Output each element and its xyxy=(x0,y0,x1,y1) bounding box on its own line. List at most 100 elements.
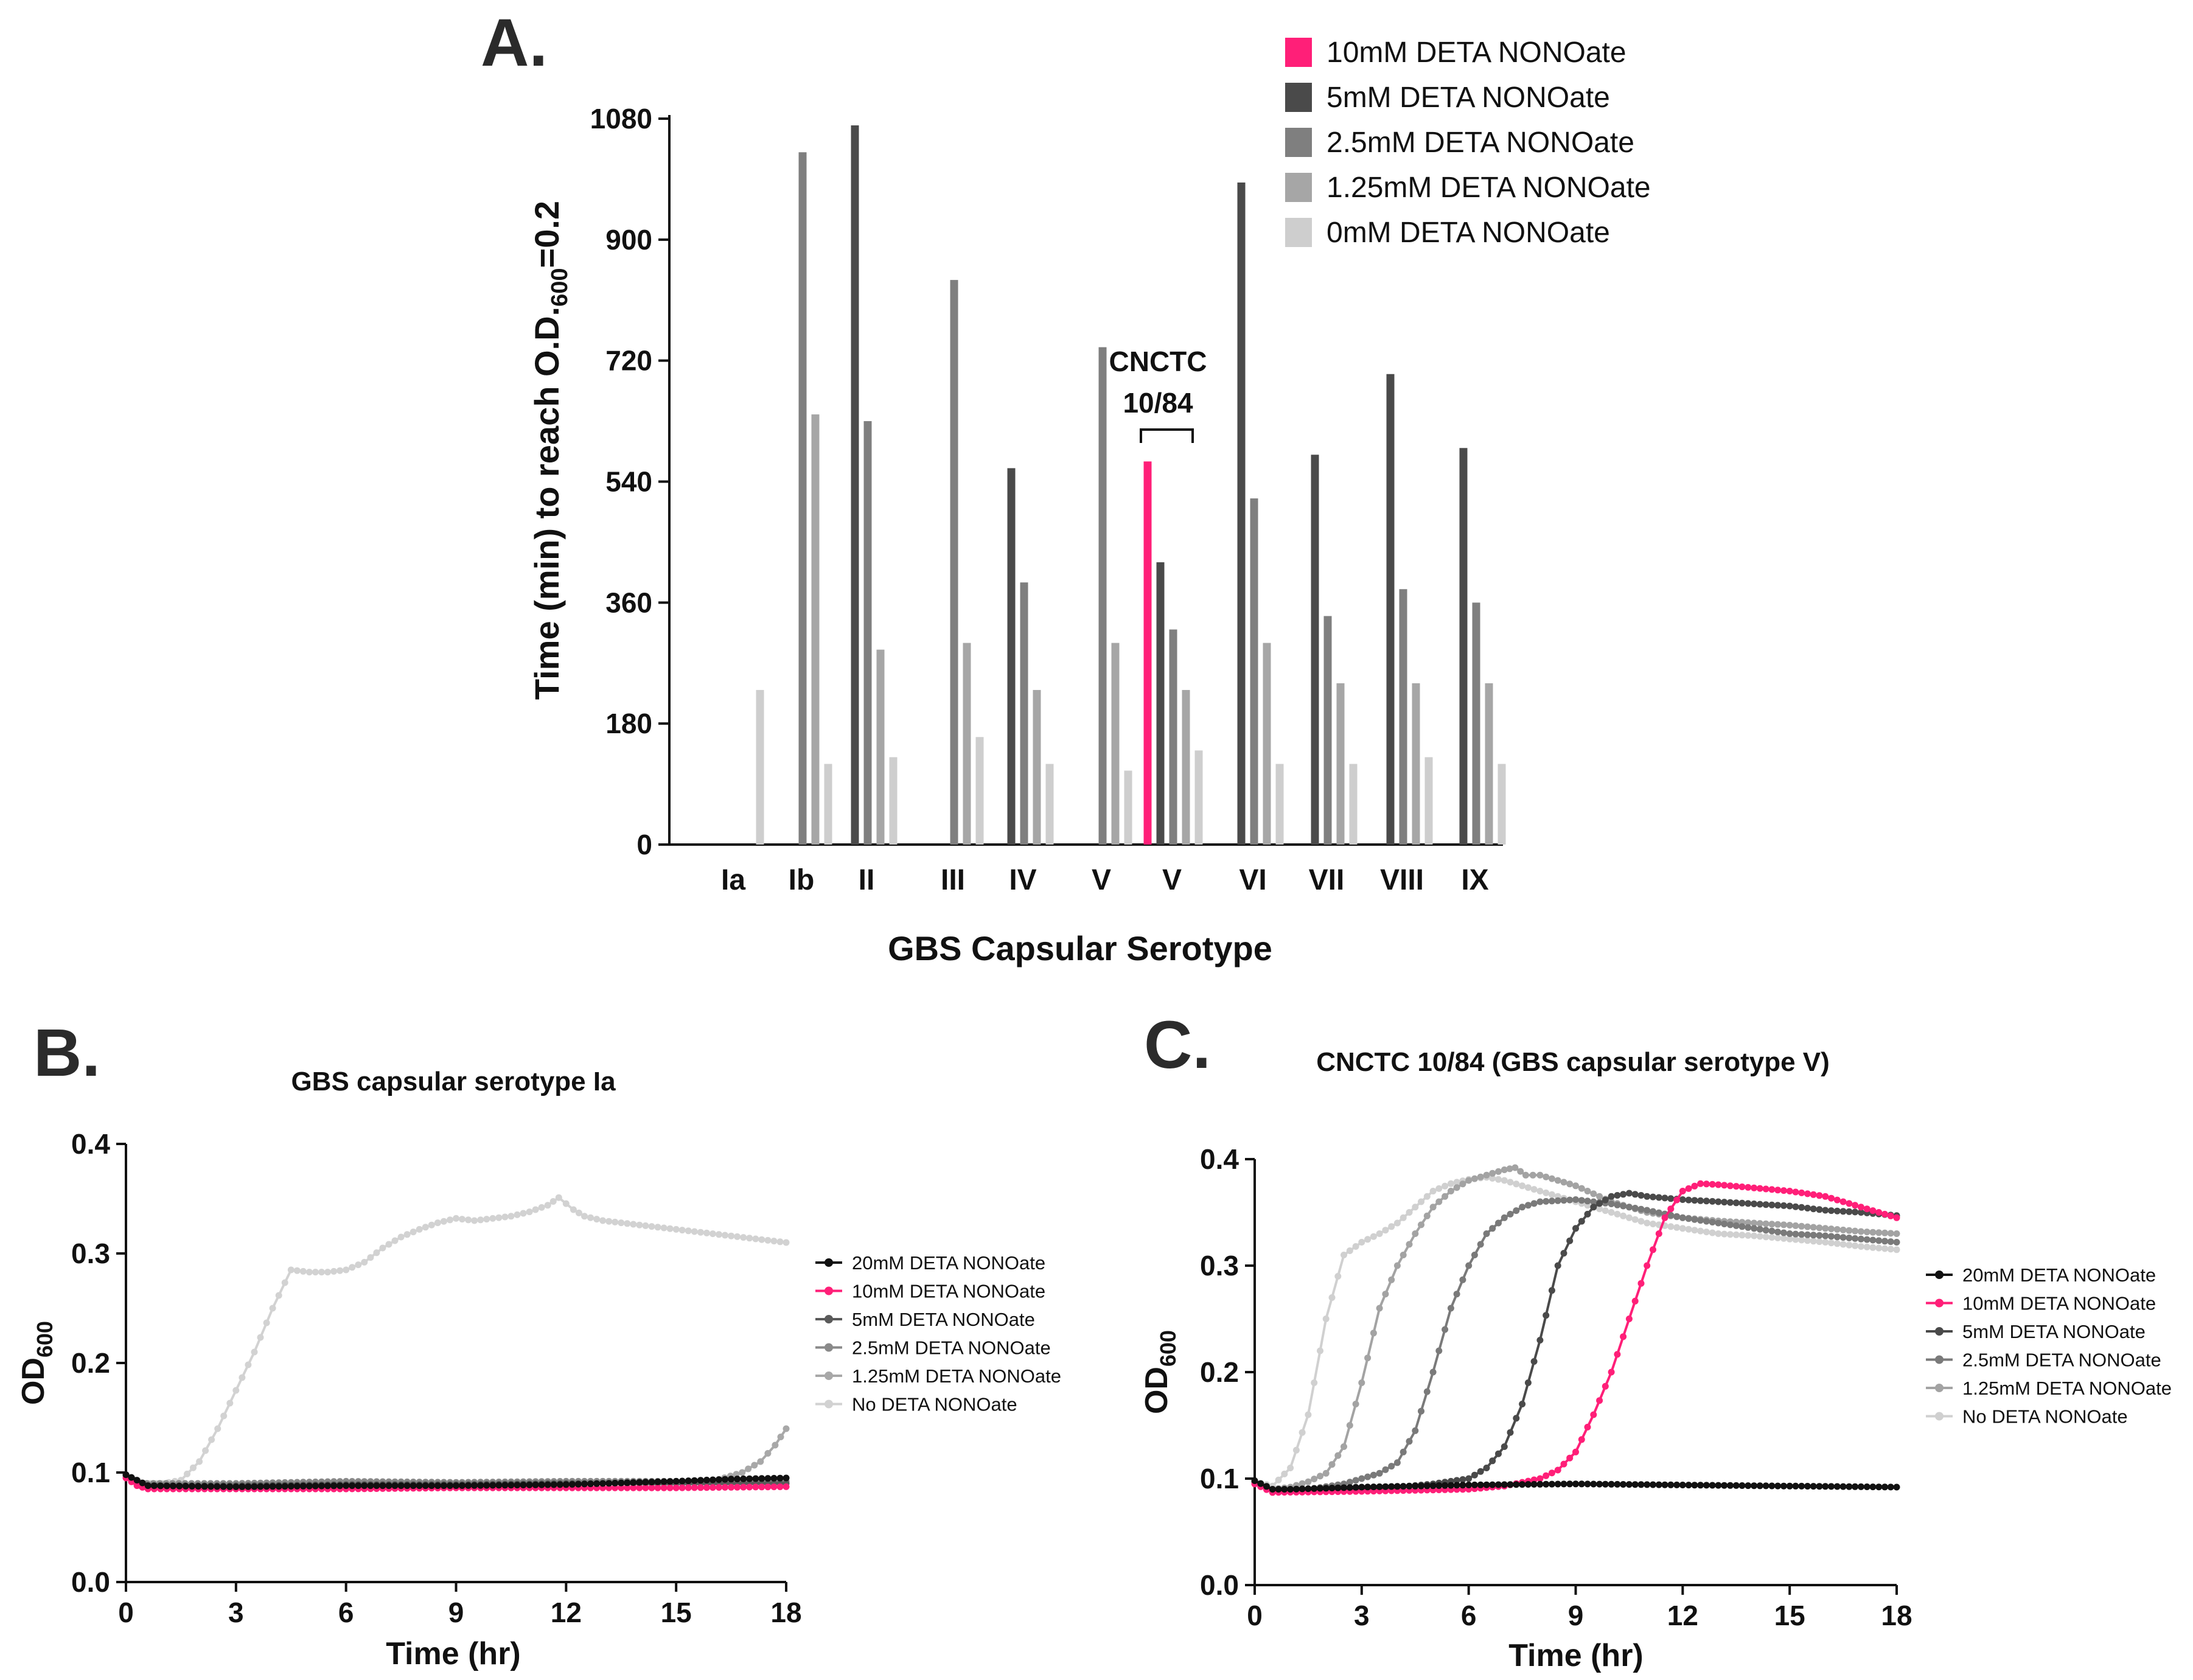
chart-c-data-point xyxy=(1881,1483,1888,1491)
chart-c-data-point xyxy=(1839,1198,1847,1205)
chart-c-data-point xyxy=(1673,1213,1681,1220)
chart-b-data-point xyxy=(251,1348,258,1356)
chart-c-data-point xyxy=(1756,1225,1763,1233)
chart-b-data-point xyxy=(648,1223,655,1230)
chart-c-data-point xyxy=(1495,1168,1502,1175)
chart-c-data-point xyxy=(1839,1483,1847,1490)
chart-b-data-point xyxy=(422,1482,429,1490)
chart-b-data-point xyxy=(507,1213,515,1220)
chart-a-bar xyxy=(1020,582,1028,845)
chart-c-data-point xyxy=(1792,1482,1799,1490)
chart-c-data-point xyxy=(1477,1173,1484,1180)
chart-b-legend-label: 1.25mM DETA NONOate xyxy=(852,1365,1061,1387)
chart-c-data-point xyxy=(1857,1243,1864,1250)
chart-b-data-point xyxy=(562,1481,570,1488)
chart-c-data-point xyxy=(1465,1475,1473,1482)
chart-b-xtick-label: 0 xyxy=(118,1597,134,1628)
chart-b-data-point xyxy=(361,1482,368,1490)
chart-c-data-point xyxy=(1465,1177,1473,1184)
chart-c-data-point xyxy=(1644,1207,1651,1214)
chart-c-data-point xyxy=(1679,1188,1686,1194)
chart-b-xtick-label: 12 xyxy=(551,1597,582,1628)
chart-c-data-point xyxy=(1442,1193,1449,1200)
chart-c-data-point xyxy=(1317,1473,1323,1480)
chart-c-data-point xyxy=(1584,1210,1591,1218)
chart-c-data-point xyxy=(1691,1197,1698,1204)
chart-b-data-point xyxy=(739,1469,746,1476)
chart-c-data-point xyxy=(1798,1231,1805,1238)
chart-b-ytick-label: 0.2 xyxy=(71,1347,110,1379)
chart-c-data-point xyxy=(1697,1180,1704,1187)
chart-c-data-point xyxy=(1507,1481,1514,1488)
chart-b-data-point xyxy=(239,1483,246,1490)
chart-b-data-point xyxy=(746,1475,753,1482)
chart-c-data-point xyxy=(1792,1203,1799,1210)
chart-c-data-point xyxy=(1328,1461,1336,1468)
chart-b-data-point xyxy=(746,1483,753,1491)
chart-c-data-point xyxy=(1732,1222,1740,1229)
chart-c-data-point xyxy=(1554,1197,1561,1204)
chart-b-data-point xyxy=(122,1471,130,1479)
chart-a-bar xyxy=(1497,764,1506,845)
chart-c-data-point xyxy=(1810,1205,1817,1213)
chart-c-legend-marker xyxy=(1935,1412,1944,1421)
chart-c-ytick-label: 0.1 xyxy=(1200,1463,1239,1494)
chart-c-data-point xyxy=(1756,1233,1763,1240)
chart-c-data-point xyxy=(1281,1470,1288,1477)
chart-b-data-point xyxy=(336,1482,344,1490)
chart-c-data-point xyxy=(1833,1233,1841,1241)
chart-b-data-point xyxy=(764,1450,772,1457)
chart-c-data-point xyxy=(1543,1472,1550,1479)
chart-c-data-point xyxy=(1804,1223,1811,1230)
chart-b-data-point xyxy=(214,1425,221,1432)
chart-b-data-point xyxy=(562,1200,570,1207)
chart-c-data-point xyxy=(1554,1466,1561,1474)
chart-c-data-point xyxy=(1869,1207,1877,1215)
chart-c-data-point xyxy=(1727,1221,1734,1229)
chart-b-data-point xyxy=(758,1483,765,1491)
chart-c-data-point xyxy=(1756,1185,1763,1192)
chart-c-data-point xyxy=(1524,1184,1532,1191)
chart-c-data-point xyxy=(1846,1241,1853,1249)
chart-c-data-point xyxy=(1655,1230,1662,1237)
chart-c-data-point xyxy=(1548,1287,1555,1294)
chart-c-data-point xyxy=(1631,1297,1639,1305)
chart-c-data-point xyxy=(1584,1480,1591,1488)
chart-c-data-point xyxy=(1887,1212,1894,1219)
chart-b-data-point xyxy=(587,1214,594,1221)
chart-a-bar xyxy=(1336,683,1345,845)
chart-c-data-point xyxy=(1311,1485,1318,1492)
chart-c-data-point xyxy=(1608,1480,1615,1488)
chart-c-data-point xyxy=(1798,1189,1805,1196)
chart-c-data-point xyxy=(1328,1485,1336,1491)
chart-b-data-point xyxy=(678,1477,686,1485)
chart-b-data-point xyxy=(770,1474,778,1482)
chart-c-data-point xyxy=(1756,1220,1763,1227)
chart-b-data-point xyxy=(526,1208,533,1216)
chart-c-data-point xyxy=(1435,1185,1443,1192)
chart-c-data-point xyxy=(1560,1179,1567,1186)
chart-c-data-point xyxy=(1756,1201,1763,1208)
chart-c-data-point xyxy=(1655,1209,1662,1216)
chart-c-data-point xyxy=(1590,1411,1597,1418)
chart-c-data-point xyxy=(1679,1225,1686,1232)
chart-b-data-point xyxy=(495,1214,503,1221)
chart-b-data-point xyxy=(151,1482,158,1490)
chart-c-data-point xyxy=(1590,1190,1597,1197)
chart-c-data-point xyxy=(1839,1226,1847,1233)
chart-b-data-point xyxy=(752,1483,759,1491)
chart-b-data-point xyxy=(182,1482,189,1490)
chart-c-data-point xyxy=(1346,1484,1353,1491)
chart-b-legend-marker xyxy=(825,1315,833,1323)
chart-b-data-point xyxy=(184,1470,190,1477)
chart-b-data-point xyxy=(783,1483,790,1490)
chart-c-data-point xyxy=(1780,1202,1787,1209)
chart-c-data-point xyxy=(1477,1468,1484,1475)
chart-c-data-point xyxy=(1364,1473,1372,1480)
chart-b-data-point xyxy=(195,1483,202,1490)
chart-c-data-point xyxy=(1507,1179,1514,1186)
chart-c-data-point xyxy=(1774,1482,1782,1490)
chart-c-data-point xyxy=(1495,1176,1502,1183)
chart-c-data-point xyxy=(1721,1199,1728,1206)
chart-c-data-point xyxy=(1465,1262,1473,1269)
